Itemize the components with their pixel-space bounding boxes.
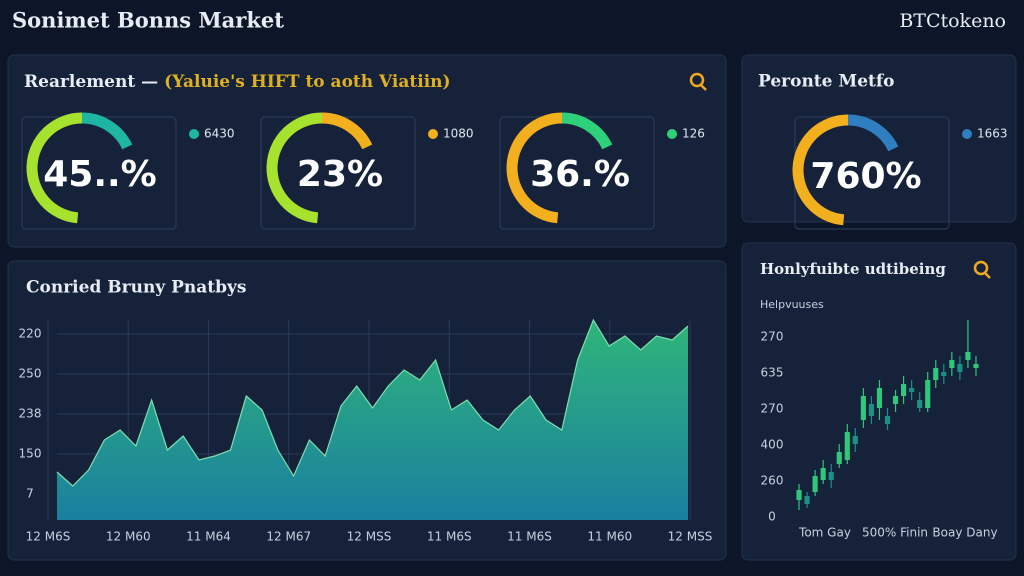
candle-body: [828, 472, 834, 480]
legend-label: 126: [682, 127, 705, 141]
y-tick-label: 400: [761, 438, 784, 452]
x-tick-label: 11 M60: [587, 530, 632, 544]
y-tick-label: 270: [761, 402, 784, 416]
candle-body: [844, 432, 850, 460]
x-tick-label: 11 M6S: [507, 530, 552, 544]
x-tick-label: 500% Finin: [862, 526, 928, 540]
candle-body: [852, 436, 858, 444]
gauge-ring: [847, 114, 899, 152]
candle-body: [957, 364, 963, 372]
candle-body: [965, 352, 971, 360]
y-tick-label: 7: [26, 487, 34, 501]
panel-subtitle: (Yaluie's HIFT to aoth Viatiin): [164, 72, 450, 92]
x-tick-label: 11 M64: [186, 530, 231, 544]
area: [57, 320, 688, 520]
candle-body: [892, 396, 899, 404]
candle-body: [909, 388, 915, 392]
axis-title: Helpvuuses: [760, 298, 824, 311]
gauge-ring: [321, 112, 373, 150]
brand: BTCtokeno: [899, 10, 1006, 32]
area-line: [56, 318, 689, 487]
candle-body: [884, 416, 891, 424]
candle-body: [820, 468, 826, 480]
x-tick-label: 12 M60: [106, 530, 151, 544]
gauge-value: 36.%: [530, 154, 630, 195]
legend-dot: [667, 129, 677, 139]
side-gauge-panel: [741, 54, 1017, 223]
gauge-ring: [266, 112, 323, 224]
x-tick-label: Tom Gay: [798, 526, 851, 540]
candle-body: [949, 360, 955, 368]
candle-body: [941, 372, 947, 376]
gauge-ring: [81, 112, 133, 150]
candle-body: [836, 452, 842, 464]
candle-body: [917, 400, 923, 408]
gauge-ring: [506, 112, 563, 224]
legend-dot: [962, 129, 972, 139]
legend-dot: [189, 129, 199, 139]
y-tick-label: 250: [19, 367, 42, 381]
candle-body: [868, 404, 874, 416]
candle-body: [812, 476, 818, 492]
y-tick-label: 0: [768, 510, 776, 524]
candle-body: [901, 384, 907, 396]
gauges-panel: [7, 54, 727, 248]
search-icon[interactable]: [689, 72, 707, 91]
x-tick-label: 11 M6S: [427, 530, 472, 544]
candle-body: [804, 496, 810, 504]
candle-body: [876, 388, 883, 408]
x-tick-label: 12 MSS: [668, 530, 713, 544]
panel-title: Rearlement — (Yaluie's HIFT to aoth Viati…: [24, 72, 451, 92]
panel-title: Rearlement —: [24, 72, 158, 92]
y-tick-label: 270: [761, 330, 784, 344]
candle-body: [933, 368, 939, 380]
candle-body: [796, 490, 802, 500]
x-tick-label: 12 MSS: [347, 530, 392, 544]
panel-title: Honlyfuibte udtibeing: [760, 260, 946, 278]
legend-dot: [428, 129, 438, 139]
gauge-value: 45..%: [43, 154, 157, 195]
gauge-ring: [792, 114, 849, 226]
y-tick-label: 220: [19, 327, 42, 341]
legend-label: 6430: [204, 127, 235, 141]
legend-label: 1080: [443, 127, 474, 141]
y-tick-label: 238: [19, 407, 42, 421]
candle-body: [860, 396, 866, 420]
gauge-value: 23%: [297, 154, 383, 195]
legend-label: 1663: [977, 127, 1008, 141]
x-tick-label: 12 M6S: [26, 530, 71, 544]
gauge-ring: [26, 112, 83, 224]
gauge-ring: [561, 112, 613, 150]
candle-body: [973, 364, 979, 368]
app-title: Sonimet Bonns Market: [12, 8, 284, 33]
candle-body: [925, 380, 931, 408]
x-tick-label: Boay Dany: [932, 526, 997, 540]
y-tick-label: 635: [761, 366, 784, 380]
panel-title: Conried Bruny Pnatbys: [26, 278, 246, 298]
x-tick-label: 12 M67: [266, 530, 311, 544]
search-icon[interactable]: [973, 260, 991, 279]
y-tick-label: 150: [19, 447, 42, 461]
y-tick-label: 260: [761, 474, 784, 488]
gauge-value: 760%: [810, 156, 921, 197]
panel-title: Peronte Metfo: [758, 72, 895, 92]
